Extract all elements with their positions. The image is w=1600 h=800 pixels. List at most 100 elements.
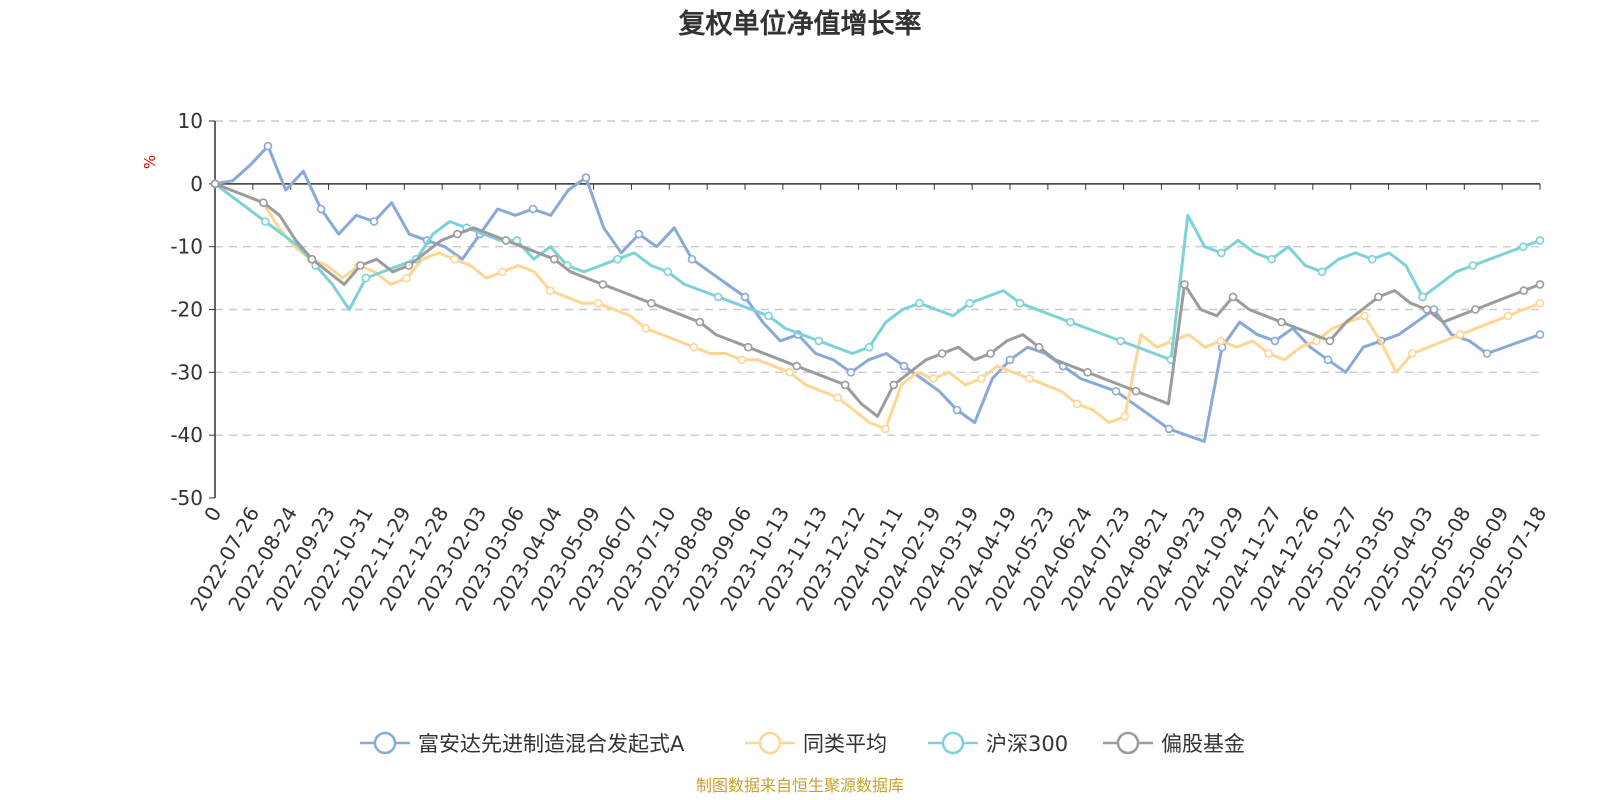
series-point-3 — [1374, 292, 1383, 302]
legend-marker — [758, 731, 782, 755]
series-point-1 — [593, 298, 603, 308]
legend-item-2[interactable]: 沪深300 — [928, 731, 1068, 756]
grid — [215, 120, 1540, 436]
series-point-1 — [1312, 336, 1321, 346]
legend-label: 同类平均 — [803, 732, 887, 756]
series-point-3 — [501, 236, 511, 245]
series-point-3 — [1325, 336, 1335, 346]
series-point-0 — [1164, 424, 1174, 434]
series-point-0 — [1482, 349, 1492, 358]
y-tick-label: 10 — [178, 109, 203, 133]
y-tick-label: -30 — [170, 360, 203, 384]
series-point-1 — [976, 374, 986, 383]
series-point-0 — [263, 141, 273, 151]
x-tick-label: 0 — [199, 503, 226, 526]
series-point-0 — [740, 292, 750, 302]
series-point-0 — [1535, 330, 1545, 339]
y-tick-label: -40 — [170, 423, 203, 447]
series-point-0 — [1111, 386, 1121, 396]
series-point-3 — [1471, 305, 1480, 314]
series-point-1 — [785, 367, 795, 377]
series-point-3 — [307, 254, 317, 264]
series-point-2 — [965, 298, 975, 308]
legend[interactable]: 富安达先进制造混合发起式A 同类平均 沪深300 偏股基金 — [360, 731, 1245, 756]
series-lines — [210, 141, 1545, 443]
series-point-3 — [1228, 292, 1238, 302]
series-point-3 — [549, 254, 559, 264]
series-point-2 — [260, 217, 270, 226]
chart-title: 复权单位净值增长率 — [679, 8, 922, 40]
series-point-1 — [1120, 411, 1130, 421]
series-point-3 — [889, 380, 899, 390]
series-point-2 — [1116, 336, 1125, 346]
series-point-2 — [361, 273, 371, 283]
series-point-3 — [840, 380, 850, 390]
series-point-0 — [634, 229, 644, 239]
series-point-2 — [1217, 248, 1226, 258]
series-point-2 — [1066, 317, 1075, 327]
series-point-0 — [1323, 355, 1333, 365]
series-point-1 — [929, 374, 938, 383]
series-point-1 — [545, 286, 555, 295]
series-point-1 — [689, 342, 699, 352]
legend-marker — [941, 731, 965, 755]
series-point-0 — [528, 204, 538, 214]
series-point-1 — [1216, 336, 1225, 346]
series-point-2 — [1368, 254, 1377, 264]
data-source-note: 制图数据来自恒生聚源数据库 — [696, 776, 904, 795]
series-point-1 — [1072, 399, 1082, 409]
series-point-3 — [453, 229, 462, 239]
series-point-1 — [1503, 311, 1513, 321]
series-point-1 — [1360, 311, 1369, 321]
series-point-3 — [1519, 286, 1529, 295]
series-point-2 — [915, 298, 924, 308]
y-tick-label: -10 — [170, 235, 203, 259]
series-point-1 — [881, 424, 890, 434]
legend-label: 偏股基金 — [1161, 732, 1245, 756]
series-point-0 — [1270, 336, 1280, 346]
series-point-3 — [404, 261, 414, 270]
series-point-3 — [210, 179, 220, 189]
series-point-1 — [497, 267, 507, 277]
series-line-0 — [214, 144, 1541, 443]
legend-item-0[interactable]: 富安达先进制造混合发起式A — [360, 731, 685, 756]
series-point-2 — [1518, 242, 1528, 251]
series-point-2 — [1418, 292, 1427, 302]
legend-item-1[interactable]: 同类平均 — [745, 731, 887, 756]
series-line-3 — [214, 182, 1541, 418]
series-point-3 — [1131, 386, 1141, 396]
series-point-3 — [986, 349, 995, 358]
series-point-0 — [369, 217, 379, 226]
legend-label: 富安达先进制造混合发起式A — [418, 732, 685, 756]
series-point-3 — [743, 342, 753, 352]
series-point-1 — [450, 254, 459, 264]
series-point-1 — [1264, 349, 1273, 358]
series-point-3 — [937, 349, 947, 358]
y-tick-label: -50 — [170, 486, 203, 510]
series-point-2 — [663, 267, 673, 277]
legend-item-3[interactable]: 偏股基金 — [1103, 731, 1245, 756]
series-point-2 — [713, 292, 723, 302]
series-point-1 — [641, 324, 651, 333]
series-point-3 — [1180, 280, 1189, 289]
series-point-0 — [1005, 355, 1015, 365]
series-point-3 — [1034, 342, 1044, 352]
series-point-1 — [1024, 374, 1034, 383]
legend-label: 沪深300 — [986, 732, 1068, 756]
series-point-2 — [1015, 298, 1025, 308]
series-point-3 — [598, 280, 608, 289]
axes: 100-10-20-30-40-5002022-07-262022-08-242… — [170, 109, 1551, 615]
series-point-0 — [899, 361, 909, 371]
y-axis-unit-label: % — [141, 155, 159, 169]
series-point-0 — [581, 173, 591, 182]
series-point-0 — [952, 405, 962, 415]
series-point-3 — [1422, 305, 1432, 314]
series-point-0 — [316, 204, 326, 214]
series-point-3 — [1277, 317, 1286, 327]
series-point-2 — [764, 311, 773, 321]
series-point-0 — [846, 367, 856, 377]
series-line-1 — [214, 182, 1541, 431]
series-point-1 — [1535, 298, 1545, 308]
